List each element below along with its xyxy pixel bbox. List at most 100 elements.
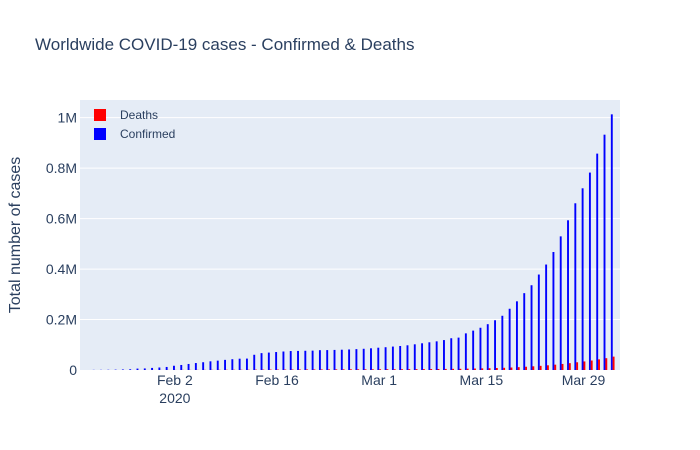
bar-confirmed[interactable] [559, 236, 562, 370]
bar-confirmed[interactable] [610, 114, 613, 370]
bar-deaths[interactable] [444, 368, 447, 370]
bar-confirmed[interactable] [545, 264, 548, 370]
bar-confirmed[interactable] [406, 345, 409, 370]
bar-confirmed[interactable] [391, 346, 394, 370]
bar-deaths[interactable] [328, 369, 330, 370]
bar-deaths[interactable] [539, 365, 542, 370]
legend[interactable]: Deaths Confirmed [94, 108, 175, 141]
bar-deaths[interactable] [576, 362, 579, 370]
bar-confirmed[interactable] [318, 350, 321, 370]
bar-deaths[interactable] [430, 369, 433, 370]
bar-confirmed[interactable] [216, 360, 219, 370]
bar-confirmed[interactable] [464, 333, 467, 370]
bar-confirmed[interactable] [486, 324, 489, 370]
bar-deaths[interactable] [393, 369, 396, 370]
bar-confirmed[interactable] [596, 153, 599, 370]
bar-confirmed[interactable] [136, 368, 139, 370]
bar-confirmed[interactable] [311, 350, 314, 370]
bar-deaths[interactable] [298, 369, 301, 370]
bar-deaths[interactable] [437, 368, 440, 370]
bar-confirmed[interactable] [537, 274, 540, 370]
bar-confirmed[interactable] [275, 352, 278, 370]
bar-confirmed[interactable] [260, 353, 263, 370]
bar-deaths[interactable] [408, 369, 411, 370]
bar-confirmed[interactable] [180, 364, 183, 370]
bar-deaths[interactable] [598, 359, 600, 370]
bar-deaths[interactable] [342, 369, 345, 370]
bar-deaths[interactable] [554, 364, 557, 370]
bar-deaths[interactable] [415, 369, 418, 370]
bar-confirmed[interactable] [231, 359, 234, 370]
bar-confirmed[interactable] [340, 349, 343, 370]
bar-confirmed[interactable] [121, 369, 124, 370]
bar-confirmed[interactable] [187, 363, 190, 370]
bar-deaths[interactable] [590, 360, 593, 370]
bar-confirmed[interactable] [574, 203, 577, 370]
bar-confirmed[interactable] [450, 338, 453, 370]
bar-confirmed[interactable] [304, 350, 307, 370]
bar-deaths[interactable] [517, 367, 520, 370]
bar-confirmed[interactable] [413, 344, 416, 370]
bar-confirmed[interactable] [194, 363, 197, 370]
bar-confirmed[interactable] [370, 348, 372, 370]
bar-confirmed[interactable] [151, 367, 154, 370]
bar-confirmed[interactable] [603, 134, 606, 370]
legend-item-deaths[interactable]: Deaths [94, 108, 158, 122]
bar-confirmed[interactable] [355, 349, 358, 370]
bar-deaths[interactable] [561, 363, 564, 370]
bar-confirmed[interactable] [457, 337, 460, 370]
bar-deaths[interactable] [510, 367, 513, 370]
bar-deaths[interactable] [349, 369, 352, 370]
bar-confirmed[interactable] [530, 285, 533, 370]
bar-confirmed[interactable] [508, 308, 511, 370]
bar-confirmed[interactable] [267, 352, 270, 370]
bar-deaths[interactable] [371, 369, 374, 370]
bar-confirmed[interactable] [173, 365, 175, 370]
bar-confirmed[interactable] [129, 369, 132, 370]
bar-confirmed[interactable] [567, 220, 569, 370]
bar-confirmed[interactable] [472, 330, 475, 370]
bar-confirmed[interactable] [428, 342, 431, 370]
bar-deaths[interactable] [357, 369, 360, 370]
bar-confirmed[interactable] [494, 320, 496, 370]
bar-confirmed[interactable] [552, 252, 555, 370]
bar-deaths[interactable] [379, 369, 382, 370]
bar-deaths[interactable] [525, 366, 527, 370]
bar-confirmed[interactable] [289, 351, 292, 370]
legend-item-confirmed[interactable]: Confirmed [94, 127, 175, 141]
bar-confirmed[interactable] [435, 341, 438, 370]
bar-confirmed[interactable] [515, 301, 518, 370]
bar-confirmed[interactable] [165, 366, 168, 370]
bar-deaths[interactable] [495, 368, 498, 370]
bar-confirmed[interactable] [282, 351, 285, 370]
bar-confirmed[interactable] [238, 358, 241, 370]
bar-deaths[interactable] [503, 367, 506, 370]
bar-deaths[interactable] [306, 369, 309, 370]
bar-confirmed[interactable] [202, 362, 205, 370]
bar-deaths[interactable] [466, 368, 469, 370]
bar-deaths[interactable] [422, 369, 425, 370]
bar-deaths[interactable] [401, 369, 403, 370]
bar-confirmed[interactable] [443, 340, 445, 370]
bar-confirmed[interactable] [581, 188, 584, 370]
bar-deaths[interactable] [474, 368, 476, 370]
bar-confirmed[interactable] [501, 315, 504, 370]
bar-deaths[interactable] [481, 368, 484, 370]
bar-deaths[interactable] [320, 369, 323, 370]
bar-confirmed[interactable] [158, 367, 161, 371]
bar-deaths[interactable] [452, 368, 455, 370]
bar-deaths[interactable] [532, 366, 535, 370]
bar-deaths[interactable] [488, 368, 491, 370]
bar-confirmed[interactable] [333, 349, 336, 370]
bar-deaths[interactable] [583, 361, 586, 370]
bar-confirmed[interactable] [297, 350, 299, 370]
bar-deaths[interactable] [605, 358, 608, 370]
bar-deaths[interactable] [291, 369, 294, 370]
bar-confirmed[interactable] [384, 347, 387, 370]
bar-confirmed[interactable] [421, 343, 424, 370]
bar-confirmed[interactable] [209, 361, 212, 370]
bar-confirmed[interactable] [588, 172, 591, 370]
bar-deaths[interactable] [546, 365, 549, 370]
bar-confirmed[interactable] [479, 327, 482, 370]
bar-deaths[interactable] [459, 368, 462, 370]
